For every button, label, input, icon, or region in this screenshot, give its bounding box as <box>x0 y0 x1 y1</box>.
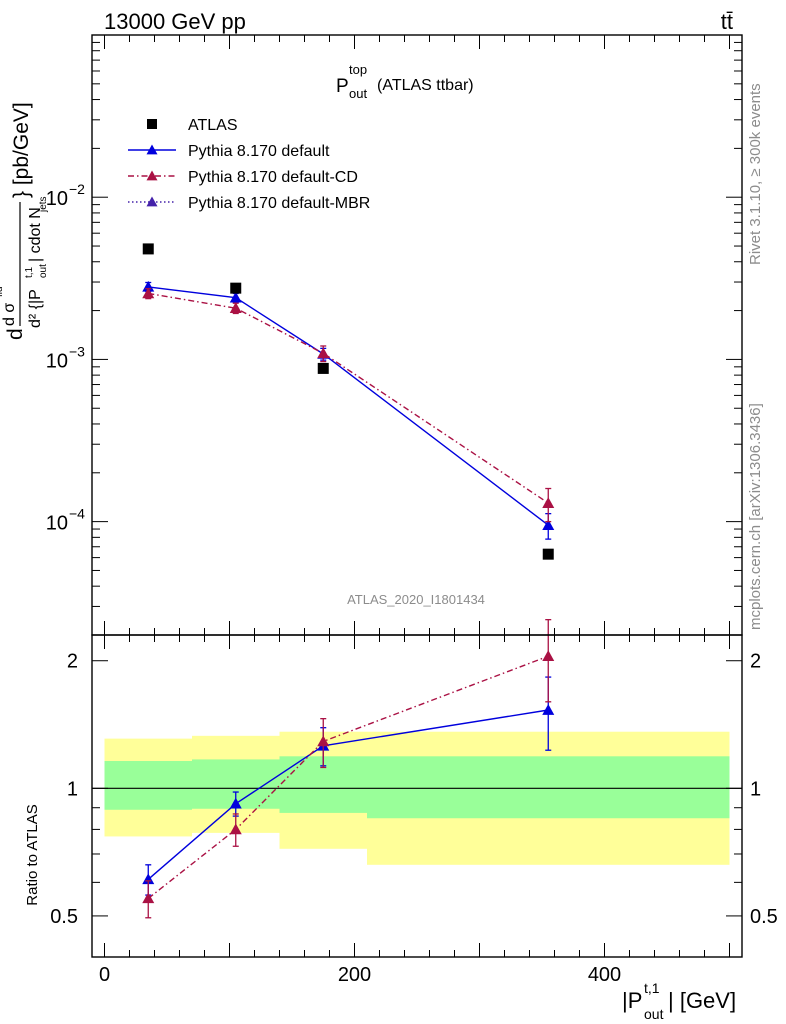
x-tick-label-200: 200 <box>338 964 371 986</box>
inner-band-3 <box>367 756 730 819</box>
legend-marker-0 <box>147 119 157 129</box>
ratio-y-tick-label-l-0.5: 0.5 <box>50 906 78 928</box>
ratio-y-tick-label-l-2: 2 <box>67 651 78 673</box>
ratio-pythia-8-170-default-line <box>147 709 549 880</box>
ratio-y-tick-label-l-1: 1 <box>67 778 78 800</box>
inner-band-0 <box>104 761 192 810</box>
svg-text:jets: jets <box>38 196 49 213</box>
ratio-pythia-8-170-default-cd-line <box>147 655 549 899</box>
main-atlas-point-3 <box>542 548 554 560</box>
legend-entry-3: Pythia 8.170 default-MBR <box>128 195 370 212</box>
main-y-tick-label--4: 10 <box>46 513 68 535</box>
svg-text:out: out <box>38 264 49 278</box>
main-y-tick-exp--4: −4 <box>69 506 85 522</box>
legend-entry-0: ATLAS <box>147 117 238 134</box>
main-pythia-8-170-default-cd-point-3 <box>542 497 555 508</box>
mcplots-reference-label: mcplots.cern.ch [arXiv:1306.3436] <box>747 403 764 630</box>
svg-text:(ATLAS ttbar): (ATLAS ttbar) <box>377 77 474 94</box>
main-y-tick-exp--3: −3 <box>69 343 85 359</box>
legend-label-1: Pythia 8.170 default <box>188 143 330 160</box>
ratio-frame <box>91 634 743 958</box>
ratio-pythia-8-170-default-cd-point-0 <box>142 892 155 904</box>
ratio-plot-area <box>142 619 555 919</box>
main-pythia-8-170-default-line <box>148 286 549 526</box>
main-pythia-8-170-default-cd-point-1 <box>229 302 242 313</box>
legend-entry-2: Pythia 8.170 default-CD <box>128 169 358 186</box>
ratio-y-tick-label-r-1: 1 <box>750 778 761 800</box>
ratio-y-tick-label-r-2: 2 <box>750 651 761 673</box>
main-plot-title: P top out (ATLAS ttbar) <box>336 62 474 101</box>
main-atlas-point-1 <box>230 282 242 294</box>
svg-text:fid: fid <box>0 286 5 297</box>
ratio-uncertainty-bands <box>92 731 742 865</box>
main-atlas-point-0 <box>142 243 154 255</box>
ratio-pythia-8-170-default-cd-point-3 <box>542 650 555 661</box>
ratio-pythia-8-170-default-cd-point-1 <box>229 823 242 835</box>
main-pythia-8-170-default-cd-point-2 <box>317 347 330 359</box>
legend-marker-1 <box>146 144 158 155</box>
main-pythia-8-170-default-cd-point-0 <box>142 287 155 299</box>
main-atlas-series <box>142 243 554 560</box>
svg-text:| cdot N: | cdot N <box>27 207 44 262</box>
main-atlas-point-2 <box>317 362 329 374</box>
legend-label-2: Pythia 8.170 default-CD <box>188 169 358 186</box>
svg-text:| [GeV]: | [GeV] <box>668 988 736 1013</box>
header-right-label: tt̄ <box>721 9 733 34</box>
legend-marker-2 <box>146 170 158 181</box>
main-y-tick-label--2: 10 <box>46 188 68 210</box>
svg-text:d² {|P: d² {|P <box>27 289 44 328</box>
legend-label-0: ATLAS <box>188 117 238 134</box>
svg-text:P: P <box>336 76 349 97</box>
ratio-pythia-8-170-default-cd-point-2 <box>317 735 330 747</box>
svg-text:out: out <box>349 86 367 101</box>
main-y-axis-label: d d σ fid d² {|P t,1 out | cdot N jets }… <box>0 102 49 340</box>
svg-text:d: d <box>4 328 27 340</box>
ratio-pythia-8-170-default-point-3 <box>542 704 555 715</box>
ratio-y-axis-label: Ratio to ATLAS <box>24 804 41 905</box>
legend-marker-3 <box>146 196 158 207</box>
svg-text:out: out <box>644 1006 664 1022</box>
ratio-pythia-8-170-default-cd-series <box>142 619 555 919</box>
main-pythia-8-170-default-cd-line <box>148 292 549 504</box>
x-tick-label-400: 400 <box>588 964 621 986</box>
svg-text:d σ: d σ <box>1 303 18 326</box>
main-y-tick-label--3: 10 <box>46 350 68 372</box>
ratio-pythia-8-170-default-point-1 <box>229 797 242 809</box>
main-pythia-8-170-default-point-3 <box>542 519 555 531</box>
main-pythia-8-170-default-cd-series <box>142 287 555 523</box>
legend-entry-1: Pythia 8.170 default <box>128 143 330 160</box>
svg-text:} [pb/GeV]: } [pb/GeV] <box>10 102 33 198</box>
main-y-tick-exp--2: −2 <box>69 181 85 197</box>
main-pythia-8-170-default-series <box>142 280 555 540</box>
svg-text:|P: |P <box>622 988 642 1013</box>
x-axis-label: |P t,1 out | [GeV] <box>622 980 736 1022</box>
legend-label-3: Pythia 8.170 default-MBR <box>188 195 370 212</box>
analysis-watermark: ATLAS_2020_I1801434 <box>347 592 485 607</box>
ratio-y-tick-label-r-0.5: 0.5 <box>750 906 778 928</box>
rivet-version-label: Rivet 3.1.10, ≥ 300k events <box>747 83 764 265</box>
main-plot-area <box>142 243 555 560</box>
main-pythia-8-170-default-point-1 <box>229 291 242 303</box>
legend: ATLAS Pythia 8.170 default Pythia 8.170 de… <box>128 117 370 212</box>
svg-text:top: top <box>349 62 367 77</box>
svg-text:t,1: t,1 <box>24 266 35 278</box>
x-tick-label-0: 0 <box>99 964 110 986</box>
svg-text:t,1: t,1 <box>644 980 660 996</box>
header-left-label: 13000 GeV pp <box>104 9 246 34</box>
